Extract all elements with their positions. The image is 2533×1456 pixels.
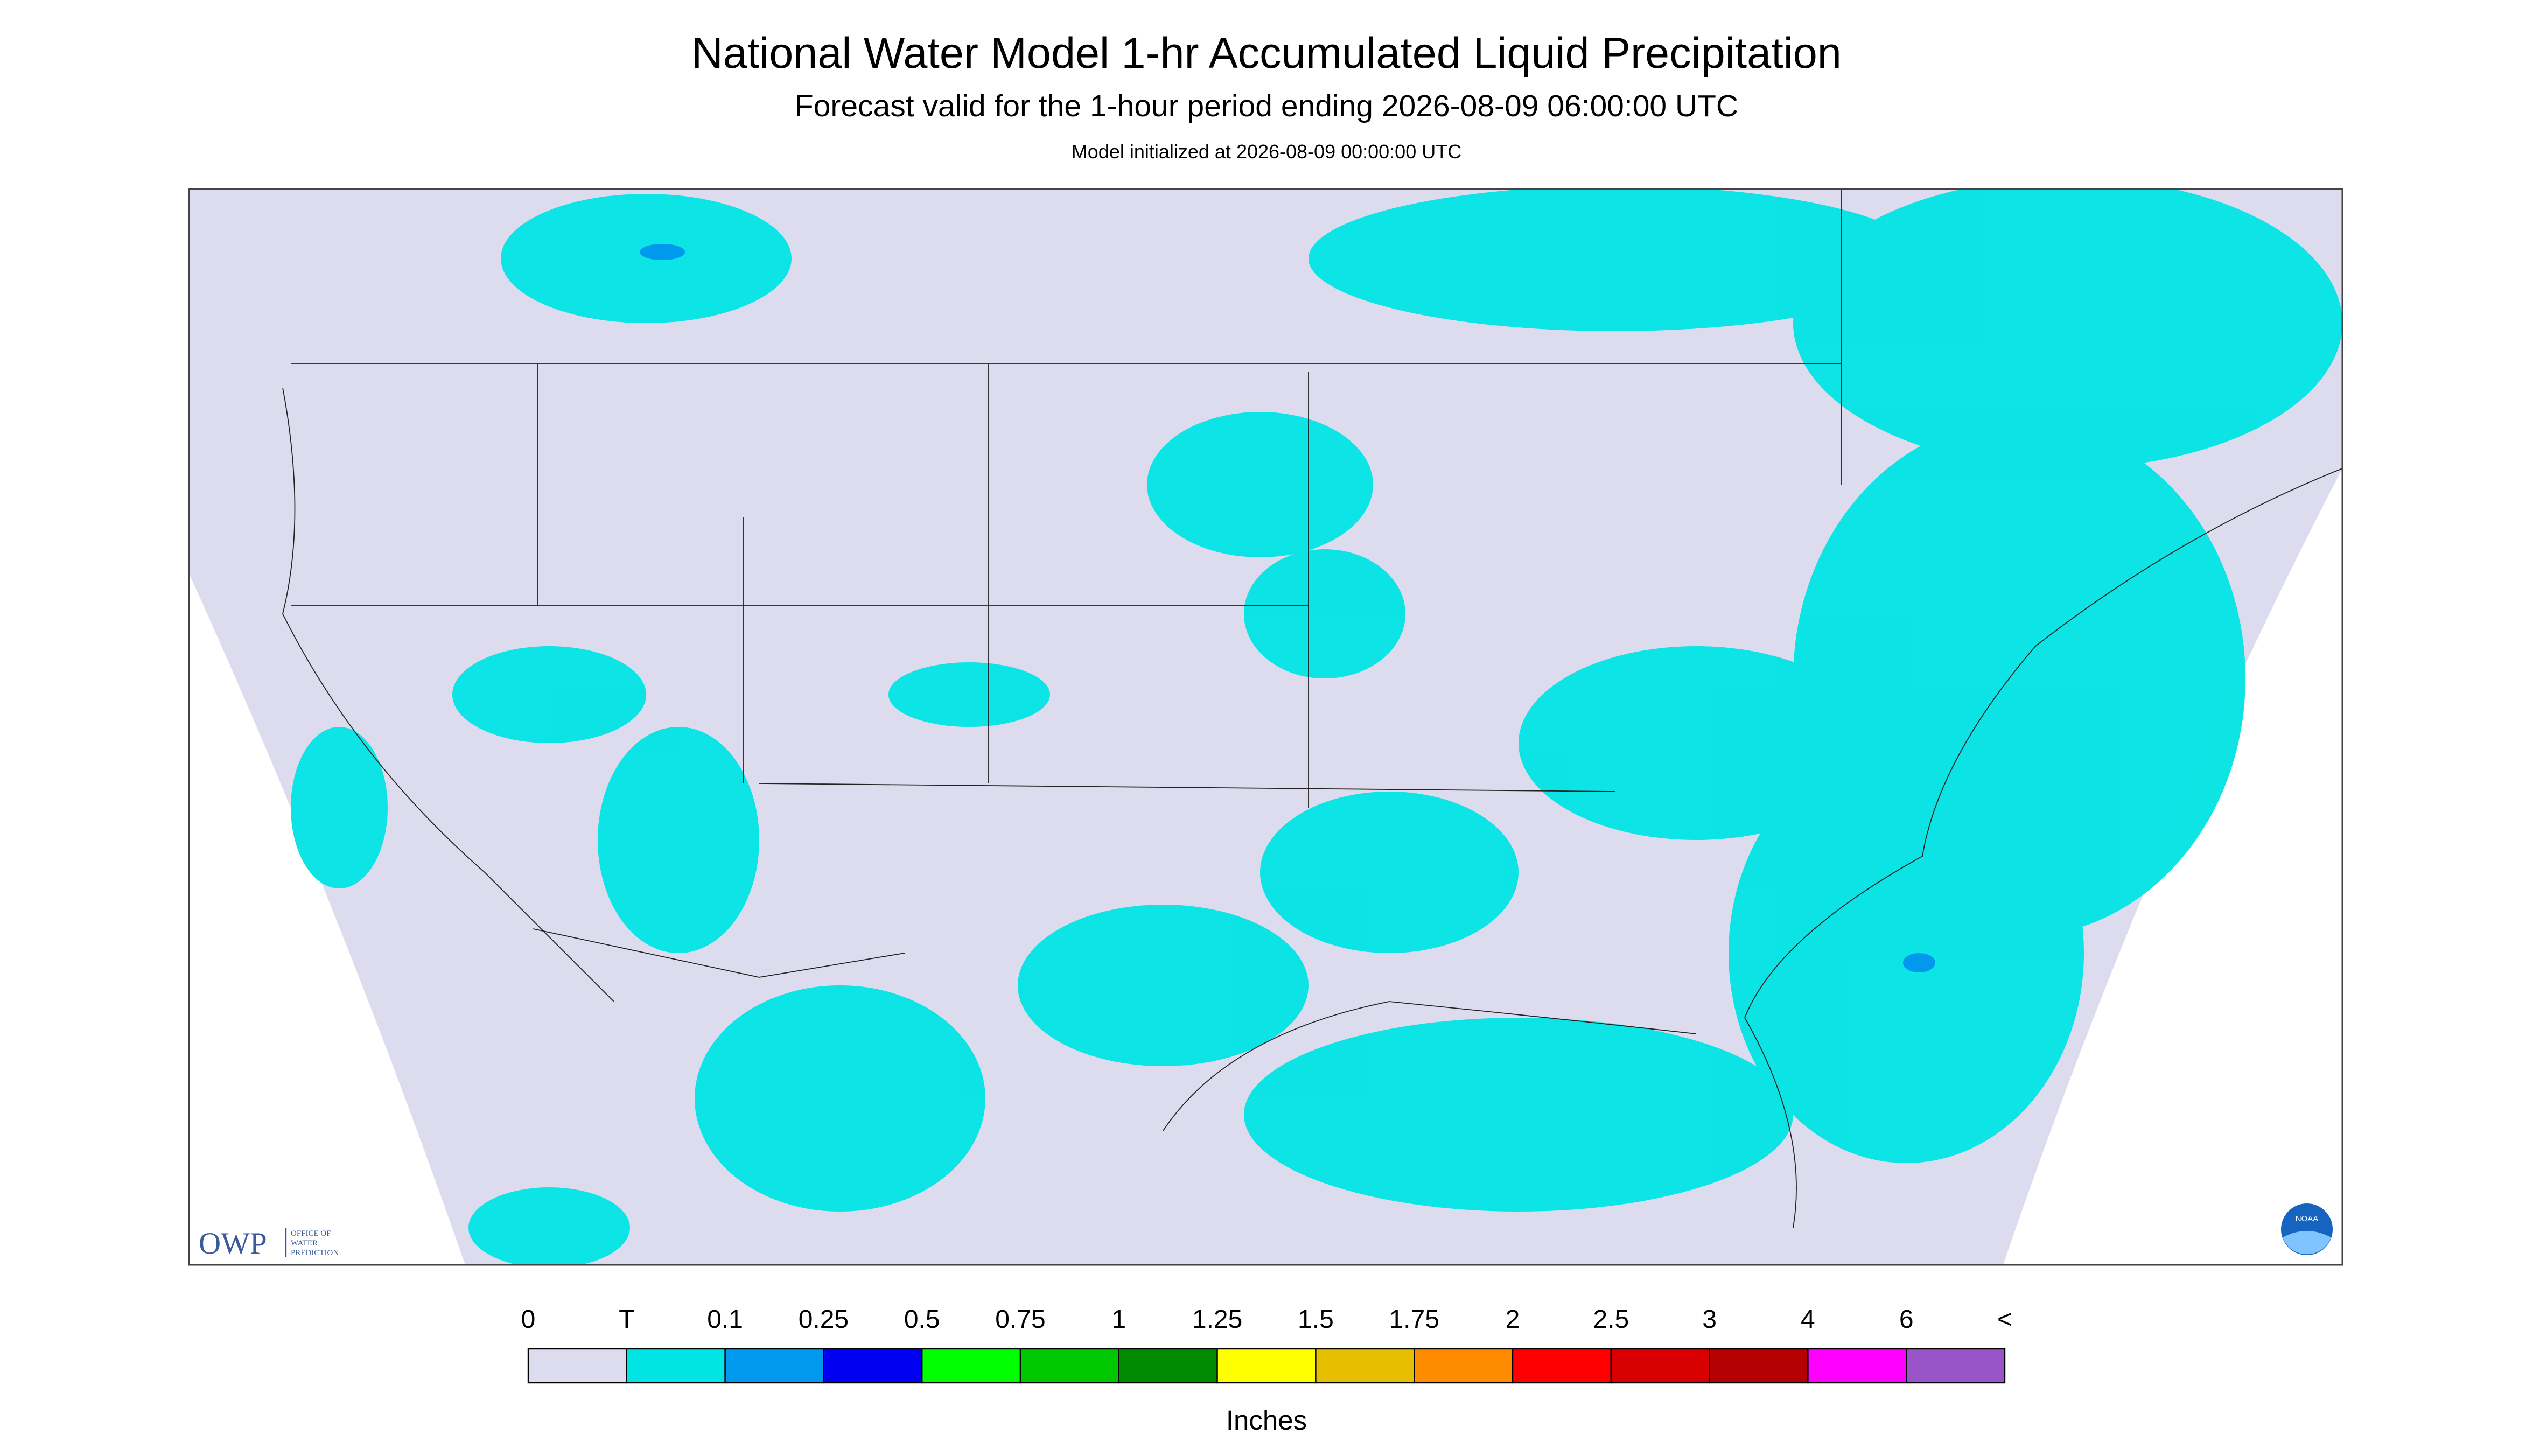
legend-label: 1.25 — [1192, 1305, 1242, 1334]
legend-label: 1.75 — [1389, 1305, 1439, 1334]
legend-label: 1.5 — [1298, 1305, 1334, 1334]
precip-areas — [291, 189, 2342, 1265]
legend-unit: Inches — [1226, 1405, 1307, 1436]
legend: 0 T 0.1 0.25 0.5 0.75 1 1.25 1.5 1.75 2 2.5 3 4 6 < — [521, 1305, 2012, 1384]
boundaries — [282, 189, 2342, 1228]
legend-label: 0 — [521, 1305, 536, 1334]
noaa-wave — [2283, 1231, 2331, 1255]
legend-swatch — [823, 1348, 923, 1384]
legend-swatch — [1216, 1348, 1317, 1384]
init-note: Model initialized at 2026-08-09 00:00:00… — [1072, 141, 1461, 163]
legend-label: 0.1 — [707, 1305, 743, 1334]
owp-mark: OWP — [199, 1227, 267, 1261]
legend-swatch — [1905, 1348, 2006, 1384]
legend-swatch — [921, 1348, 1021, 1384]
legend-label: 6 — [1899, 1305, 1914, 1334]
owp-text: WATER — [291, 1239, 318, 1248]
legend-swatch — [1019, 1348, 1120, 1384]
map — [188, 188, 2343, 1266]
subtitle: Forecast valid for the 1-hour period end… — [795, 89, 1738, 123]
legend-label: 2 — [1506, 1305, 1520, 1334]
legend-label: 0.75 — [995, 1305, 1045, 1334]
legend-swatch — [1315, 1348, 1415, 1384]
owp-text: PREDICTION — [291, 1249, 339, 1257]
legend-label: 3 — [1702, 1305, 1717, 1334]
legend-swatch — [626, 1348, 726, 1384]
legend-label: 0.5 — [904, 1305, 940, 1334]
legend-label: T — [619, 1305, 634, 1334]
legend-swatch — [1118, 1348, 1218, 1384]
owp-text: OFFICE OF — [291, 1229, 331, 1238]
legend-label: 1 — [1111, 1305, 1126, 1334]
legend-label: 0.25 — [799, 1305, 849, 1334]
noaa-logo: NOAA — [2281, 1203, 2333, 1256]
legend-swatch — [527, 1348, 628, 1384]
legend-swatch — [1807, 1348, 1907, 1384]
legend-swatch — [1512, 1348, 1612, 1384]
legend-swatch — [1709, 1348, 1809, 1384]
legend-label: < — [1997, 1305, 2012, 1334]
owp-logo: OWP OFFICE OF WATER PREDICTION — [199, 1227, 339, 1261]
map-frame — [188, 188, 2343, 1266]
legend-label: 2.5 — [1593, 1305, 1629, 1334]
heavier-precip — [640, 244, 1935, 973]
title: National Water Model 1-hr Accumulated Li… — [691, 29, 1842, 78]
legend-swatch — [1610, 1348, 1710, 1384]
legend-swatch — [724, 1348, 824, 1384]
legend-label: 4 — [1801, 1305, 1815, 1334]
legend-swatch — [1414, 1348, 1514, 1384]
noaa-text: NOAA — [2296, 1214, 2319, 1223]
